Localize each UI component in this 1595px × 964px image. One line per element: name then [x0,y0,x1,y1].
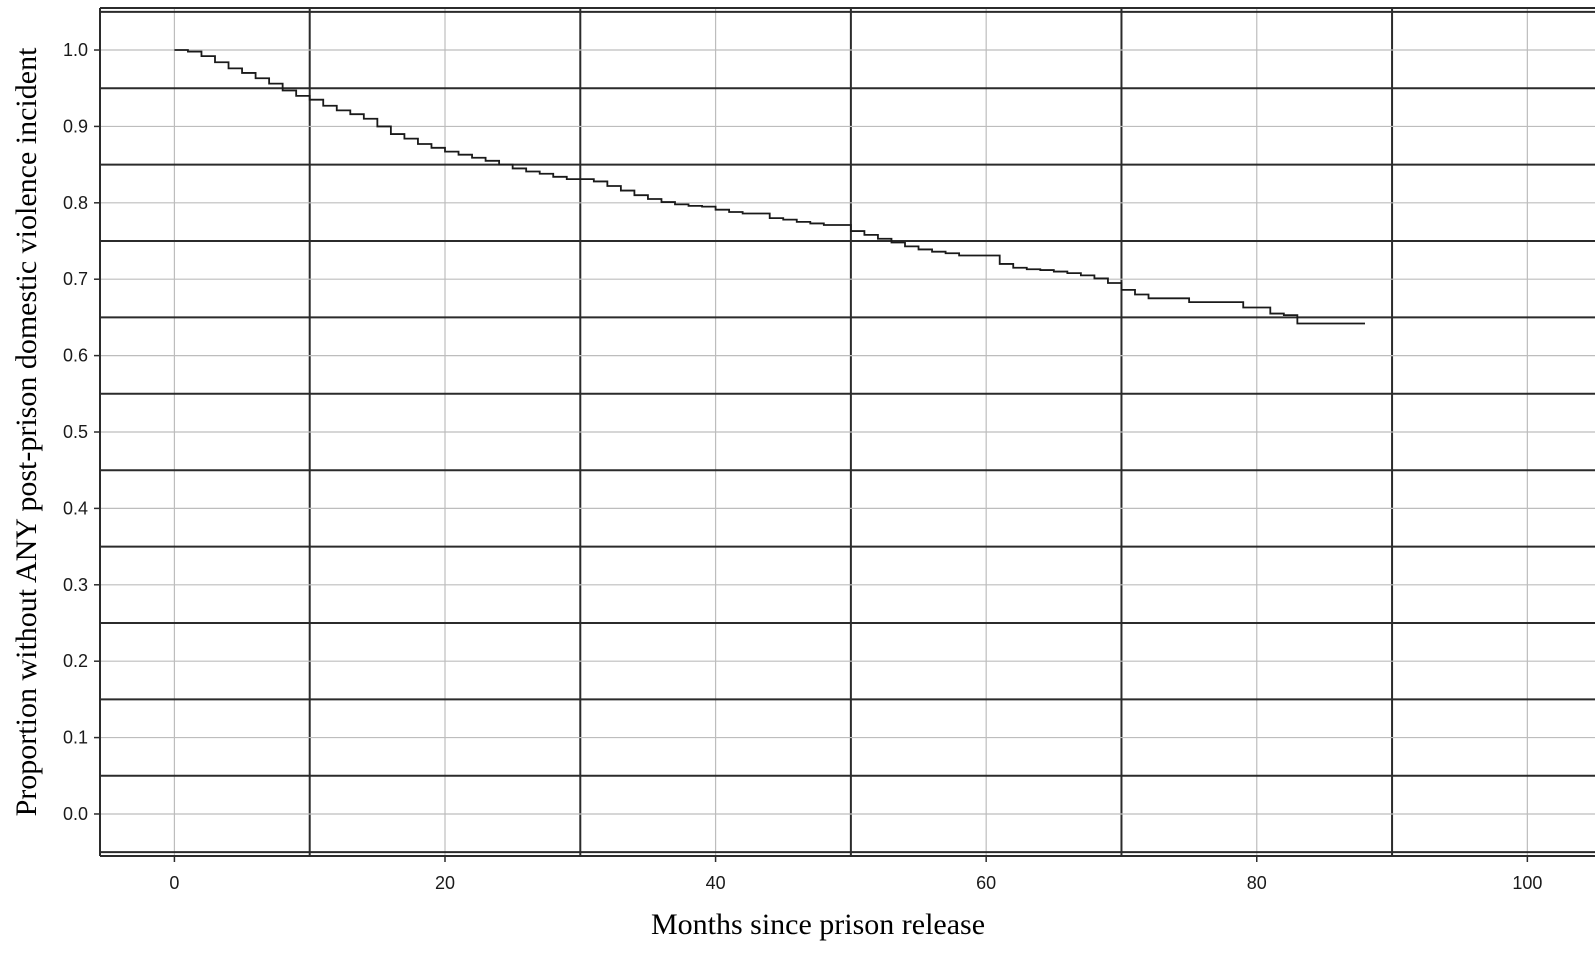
x-tick-label: 0 [169,873,179,893]
x-tick-label: 80 [1247,873,1267,893]
y-tick-label: 0.3 [63,575,88,595]
x-tick-label: 60 [976,873,996,893]
x-tick-label: 20 [435,873,455,893]
y-tick-label: 0.1 [63,728,88,748]
x-axis-title: Months since prison release [651,908,985,941]
axis-layer: 0.0 0.1 0.2 0.3 0.4 0.5 0.6 0.7 0.8 0.9 1.0 0 20 40 60… [63,7,1595,893]
x-tick-label: 100 [1512,873,1542,893]
y-tick-label: 0.4 [63,498,88,518]
survival-step-line [174,49,1365,325]
series-layer [174,49,1365,325]
y-tick-label: 0.5 [63,422,88,442]
y-tick-label: 0.9 [63,116,88,136]
x-tick-label: 40 [706,873,726,893]
y-tick-label: 1.0 [63,40,88,60]
y-tick-label: 0.6 [63,346,88,366]
y-tick-label: 0.7 [63,269,88,289]
y-axis-title: Proportion without ANY post-prison domes… [10,47,43,816]
y-tick-label: 0.0 [63,804,88,824]
y-tick-label: 0.8 [63,193,88,213]
grid-layer [100,8,1595,856]
y-tick-label: 0.2 [63,651,88,671]
